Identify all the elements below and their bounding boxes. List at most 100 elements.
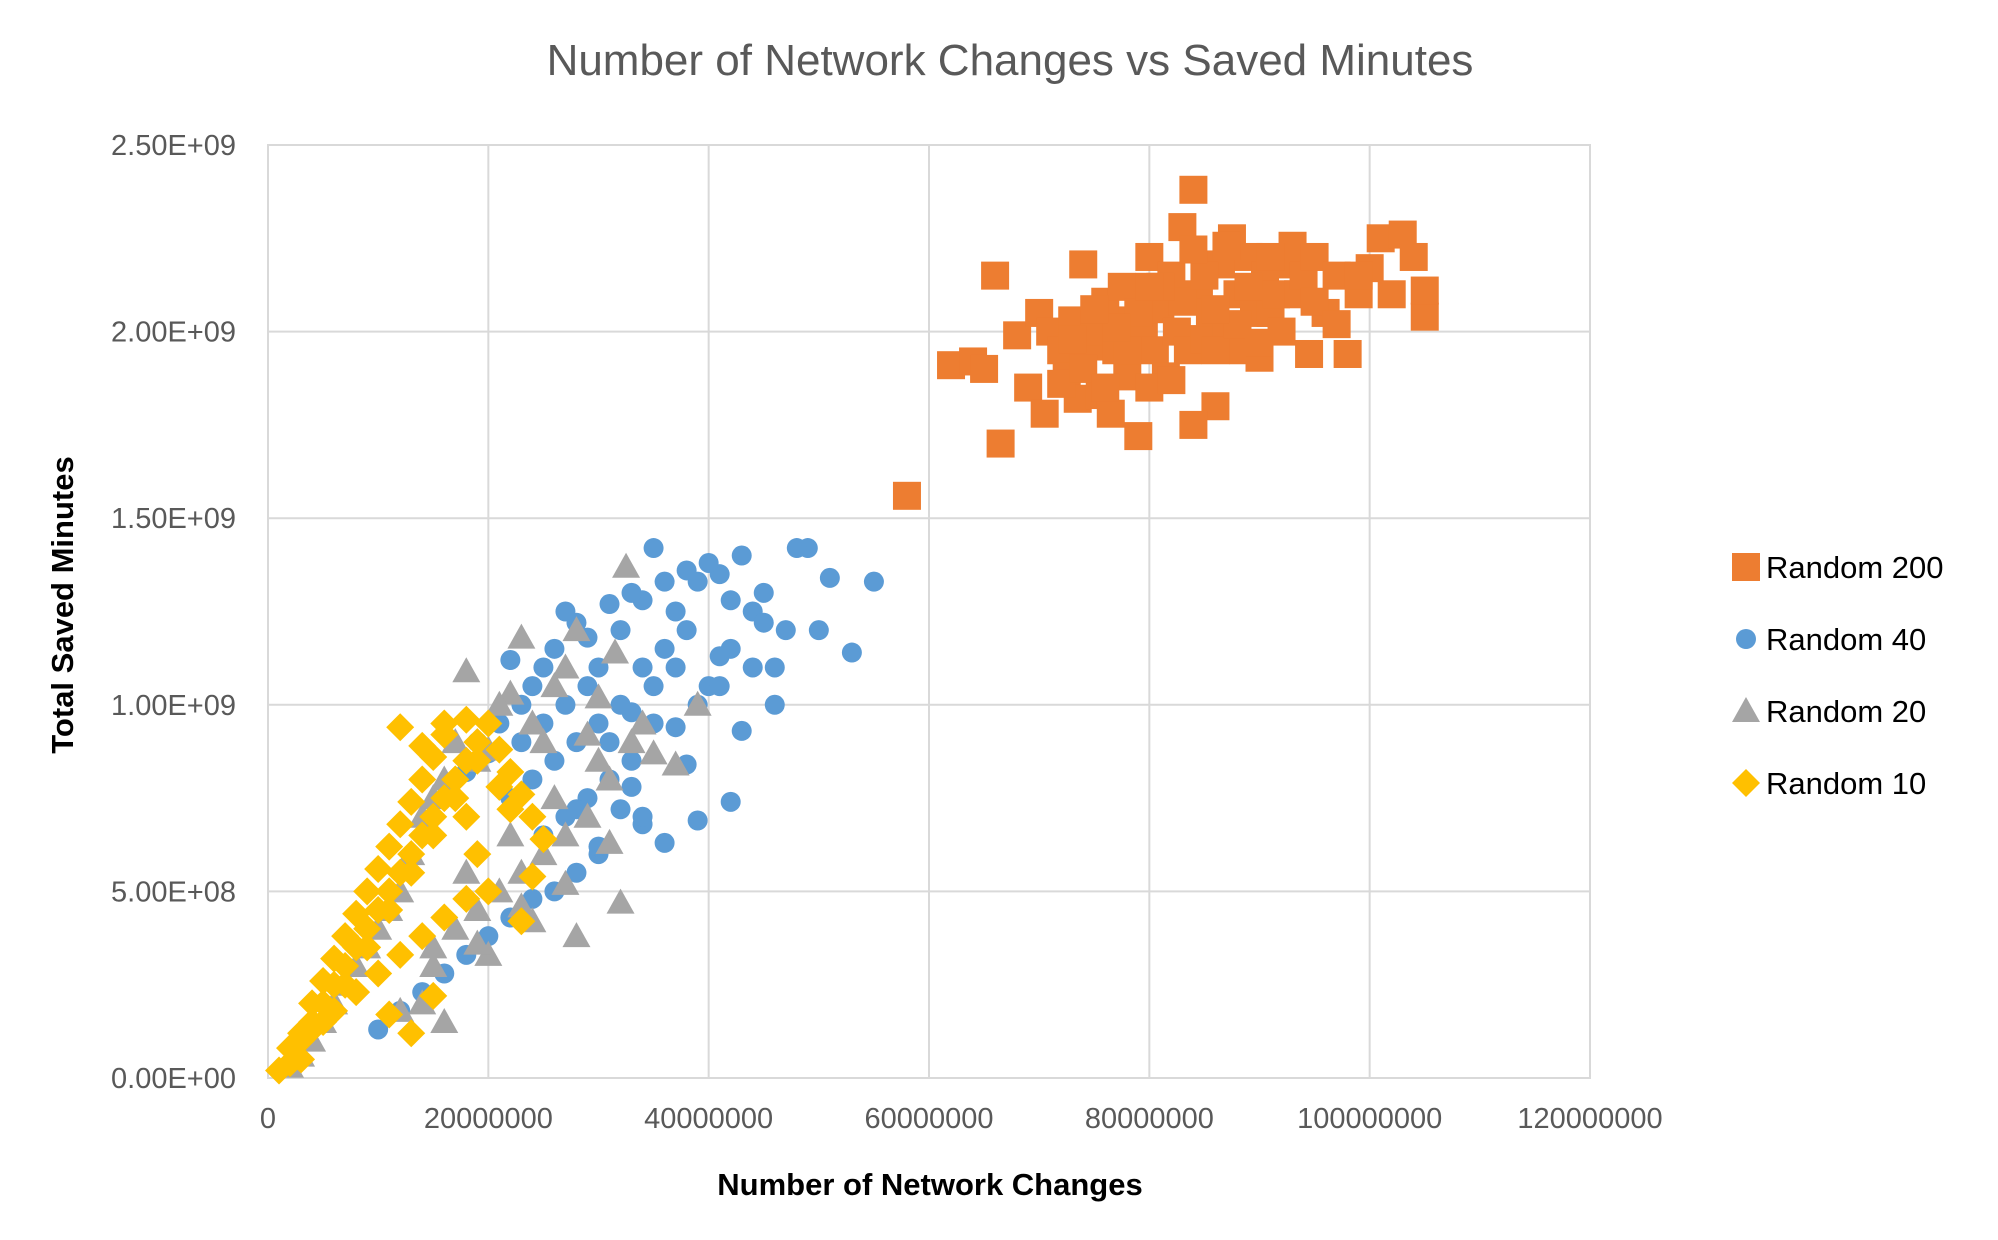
data-point — [566, 862, 587, 883]
data-point — [595, 765, 624, 791]
x-tick-label: 80000000 — [1085, 1103, 1214, 1135]
data-point — [540, 672, 569, 698]
data-point — [419, 802, 448, 831]
data-point — [529, 728, 558, 754]
data-point — [551, 653, 580, 679]
data-point — [1157, 366, 1186, 395]
y-tick-label: 5.00E+08 — [111, 876, 236, 908]
data-point — [518, 709, 547, 735]
data-point — [610, 799, 631, 820]
legend-item: Random 200 — [1732, 550, 1944, 585]
data-point — [562, 922, 591, 948]
data-point — [331, 922, 360, 951]
data-point — [709, 646, 730, 667]
data-point — [485, 772, 514, 801]
data-point — [408, 922, 437, 951]
data-point — [687, 810, 708, 831]
data-point — [632, 806, 653, 827]
data-point — [397, 840, 426, 869]
legend-label: Random 40 — [1766, 622, 1926, 657]
legend-item: Random 20 — [1732, 694, 1926, 729]
data-point — [551, 821, 580, 847]
data-point — [577, 676, 598, 697]
data-point — [375, 1000, 404, 1029]
x-tick-label: 20000000 — [424, 1103, 553, 1135]
legend: Random 200 Random 40 Random 20 Random 10 — [1732, 550, 1944, 801]
data-point — [628, 709, 657, 735]
data-point — [485, 690, 514, 716]
data-point — [342, 978, 371, 1007]
data-point — [397, 1019, 426, 1048]
data-point — [610, 694, 631, 715]
data-point — [639, 739, 668, 765]
data-point — [1295, 339, 1324, 368]
data-point — [676, 560, 697, 581]
data-point — [819, 567, 840, 588]
data-point — [551, 869, 580, 895]
data-point — [320, 944, 349, 973]
data-point — [617, 728, 646, 754]
data-point — [408, 731, 437, 760]
data-point — [507, 907, 536, 936]
data-point — [1080, 295, 1109, 324]
data-point — [1333, 339, 1362, 368]
data-point — [500, 650, 521, 671]
x-axis-title: Number of Network Changes — [717, 1167, 1142, 1202]
data-point — [364, 959, 393, 988]
data-point — [540, 784, 569, 810]
data-point — [1256, 242, 1285, 271]
legend-item: Random 40 — [1736, 622, 1926, 657]
data-point — [1190, 261, 1219, 290]
data-point — [430, 709, 459, 738]
data-point — [452, 802, 481, 831]
x-tick-label: 60000000 — [864, 1103, 993, 1135]
data-point — [463, 840, 492, 869]
data-point — [1069, 250, 1098, 279]
legend-label: Random 200 — [1766, 550, 1944, 585]
data-point — [601, 638, 630, 664]
data-point — [981, 261, 1010, 290]
data-point — [786, 538, 807, 559]
data-point — [463, 929, 492, 955]
data-point — [588, 713, 609, 734]
data-point — [1410, 276, 1439, 305]
data-point — [342, 899, 371, 928]
data-point — [544, 750, 565, 771]
data-point — [562, 616, 591, 642]
data-point — [731, 720, 752, 741]
data-point — [287, 1019, 316, 1048]
data-point — [621, 582, 642, 603]
series-circle — [368, 538, 884, 1040]
data-point — [419, 952, 448, 978]
data-point — [511, 732, 532, 753]
data-point — [298, 989, 327, 1018]
data-point — [731, 545, 752, 566]
data-point — [654, 832, 675, 853]
data-point — [518, 862, 547, 891]
data-point — [441, 914, 470, 940]
data-point — [555, 601, 576, 622]
data-point — [643, 676, 664, 697]
data-point — [441, 784, 470, 813]
data-point — [665, 601, 686, 622]
data-point — [612, 552, 641, 578]
data-point — [764, 694, 785, 715]
y-tick-label: 1.50E+09 — [111, 503, 236, 535]
data-point — [892, 481, 921, 510]
data-point — [353, 933, 382, 962]
data-point — [1179, 235, 1208, 264]
data-point — [1135, 272, 1164, 301]
y-axis-title: Total Saved Minutes — [45, 456, 80, 753]
x-tick-label: 0 — [260, 1103, 276, 1135]
legend-marker — [1732, 553, 1760, 581]
y-tick-label: 0.00E+00 — [111, 1063, 236, 1095]
data-point — [808, 620, 829, 641]
data-point — [1344, 261, 1373, 290]
data-point — [430, 1008, 459, 1034]
data-point — [573, 802, 602, 828]
data-point — [742, 657, 763, 678]
data-point — [452, 884, 481, 913]
data-point — [1030, 399, 1059, 428]
data-point — [441, 765, 470, 794]
